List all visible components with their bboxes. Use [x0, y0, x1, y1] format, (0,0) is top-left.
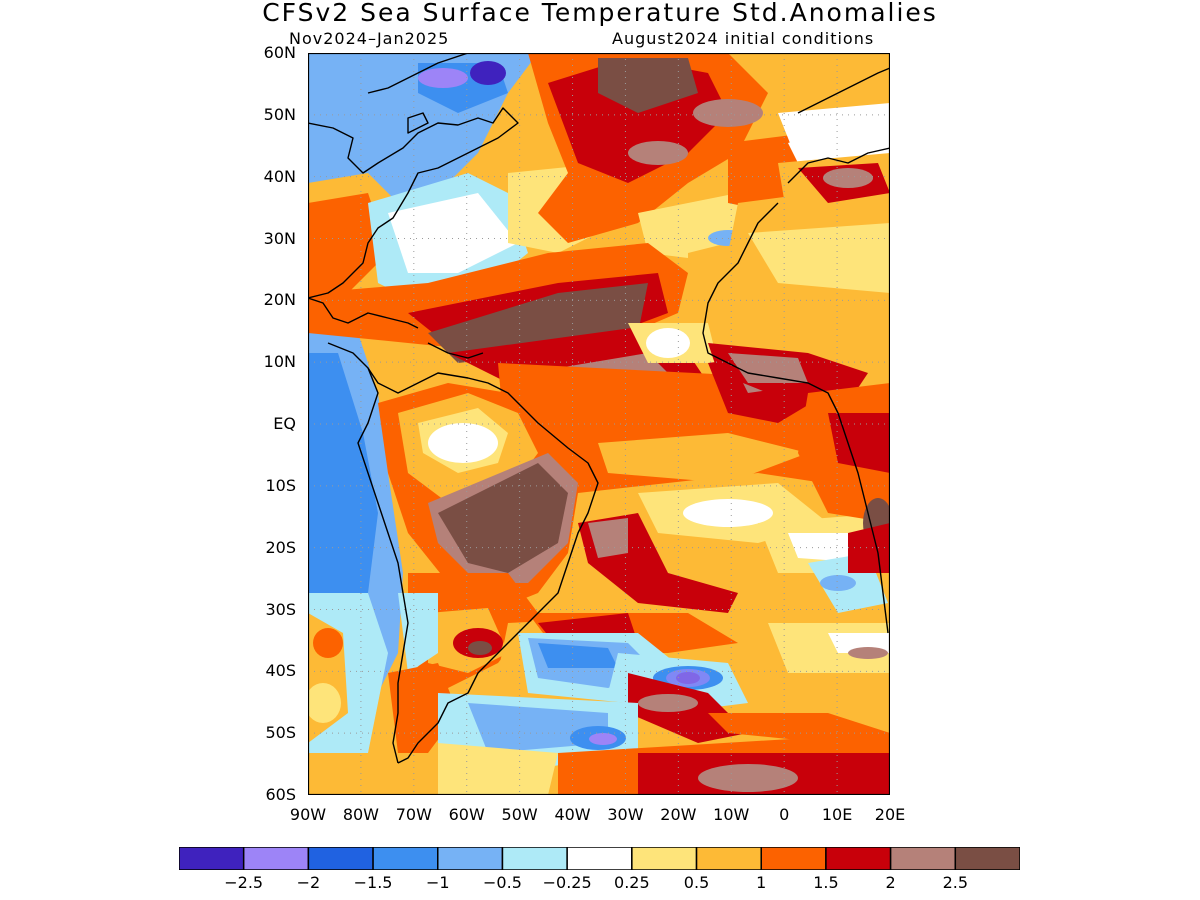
lon-label: 40W: [554, 805, 591, 824]
lat-label: 50N: [263, 104, 296, 124]
colorbar-swatch: [179, 847, 245, 870]
map-title: CFSv2 Sea Surface Temperature Std.Anomal…: [262, 0, 938, 27]
colorbar-label: −0.25: [542, 873, 592, 892]
colorbar-swatch: [566, 847, 633, 870]
lat-label: 10N: [263, 352, 296, 372]
southern-ocean-region: [308, 693, 890, 795]
colorbar-swatch: [825, 847, 892, 870]
lat-label: 40S: [265, 661, 296, 681]
colorbar-swatch: [889, 847, 957, 870]
colorbar-label: 0.25: [614, 873, 650, 892]
colorbar: [179, 847, 1020, 870]
south-atlantic-region: [498, 473, 890, 743]
colorbar-swatch: [372, 847, 439, 870]
lon-label: 80W: [342, 805, 379, 824]
africa-europe-region: [708, 113, 890, 573]
lat-label: 60N: [263, 43, 296, 62]
lat-label: 10S: [265, 475, 296, 495]
lon-label: 30W: [607, 805, 644, 824]
initial-conditions: August2024 initial conditions: [612, 29, 875, 48]
lat-label: 20S: [265, 537, 296, 557]
lat-label: 20N: [263, 290, 296, 310]
lat-label: EQ: [273, 414, 296, 433]
colorbar-swatch: [954, 847, 1020, 870]
lon-label: 20E: [874, 805, 906, 824]
colorbar-label: 1.5: [813, 873, 839, 892]
colorbar-label: −2: [296, 873, 321, 892]
lon-label: 70W: [395, 805, 432, 824]
colorbar-swatch: [242, 847, 310, 870]
lat-label: 40N: [263, 166, 296, 186]
sst-anomaly-map: [308, 53, 890, 795]
map-frame: [308, 53, 890, 795]
colorbar-label: 2.5: [942, 873, 969, 892]
tropical-atlantic-region: [308, 230, 890, 513]
forecast-period: Nov2024–Jan2025: [289, 29, 450, 48]
lon-label: 0: [779, 805, 790, 824]
lon-label: 10W: [713, 805, 750, 824]
lat-label: 30S: [265, 599, 296, 619]
colorbar-label: 1: [756, 873, 767, 892]
colorbar-swatch: [760, 847, 827, 870]
colorbar-swatch: [631, 847, 698, 870]
lon-label: 20W: [660, 805, 697, 824]
colorbar-label: −1.5: [353, 873, 393, 892]
lat-label: 30N: [263, 228, 296, 248]
colorbar-swatch: [437, 847, 504, 870]
colorbar-swatch: [695, 847, 762, 870]
north-atlantic-region: [368, 53, 890, 303]
colorbar-label: 2: [885, 873, 896, 892]
lon-label: 10E: [821, 805, 853, 824]
lon-label: 60W: [448, 805, 485, 824]
colorbar-swatch: [501, 847, 568, 870]
colorbar-label: −1: [425, 873, 450, 892]
pacific-region: [308, 53, 403, 795]
lat-label: 50S: [265, 723, 296, 743]
colorbar-swatch: [307, 847, 374, 870]
south-america-region: [378, 383, 598, 753]
lat-label: 60S: [265, 785, 296, 804]
coastlines: [308, 53, 890, 764]
colorbar-label: −2.5: [224, 873, 264, 892]
graticule-lines: [308, 53, 890, 795]
colorbar-label: 0.5: [683, 873, 710, 892]
lon-label: 90W: [289, 805, 327, 824]
lon-label: 50W: [501, 805, 538, 824]
colorbar-label: −0.5: [483, 873, 522, 892]
